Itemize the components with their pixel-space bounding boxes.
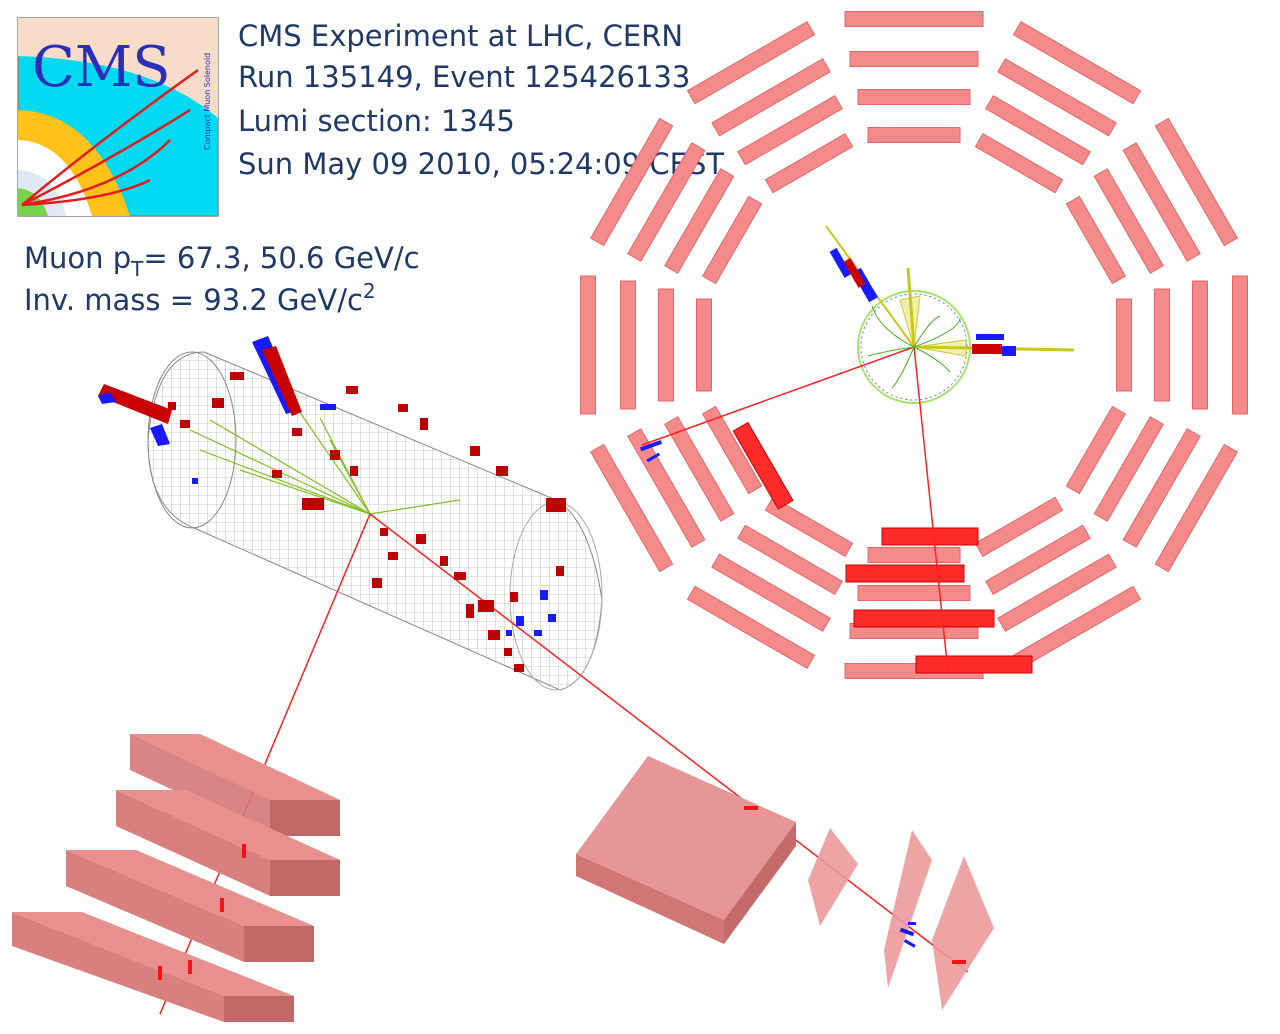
- muon-chamber: [658, 288, 674, 402]
- muon-chamber: [764, 496, 854, 558]
- muon-chamber: [701, 405, 763, 495]
- muon-chamber: [844, 11, 984, 27]
- event-info-lumi: Lumi section: 1345: [238, 104, 515, 138]
- muon-chamber-hit: [845, 564, 965, 583]
- barrel-hit-chambers: [732, 421, 1033, 674]
- muon-chamber: [857, 585, 971, 601]
- muon-slab: [116, 790, 340, 896]
- muon-chamber: [589, 117, 674, 247]
- muon-chamber: [737, 95, 843, 166]
- muon-slab: [130, 734, 340, 836]
- physics-summary: Muon pT= 67.3, 50.6 GeV/c Inv. mass = 93…: [24, 241, 420, 317]
- muon-chamber: [867, 127, 961, 143]
- muon-chamber-hit: [732, 421, 794, 510]
- muon-chamber: [849, 51, 979, 67]
- muon-pt-line: Muon pT= 67.3, 50.6 GeV/c: [24, 241, 420, 281]
- muon-endcap-disk: [808, 828, 858, 926]
- muon-chamber: [974, 496, 1064, 558]
- muon-chamber: [737, 524, 843, 595]
- muon-chamber: [997, 553, 1117, 632]
- muon-chamber: [686, 20, 816, 105]
- muon-chamber: [580, 275, 596, 415]
- muon-chamber: [1065, 405, 1127, 495]
- muon-chamber: [711, 553, 831, 632]
- muon-chamber: [974, 132, 1064, 194]
- tracker-cylinder-3d: [98, 336, 969, 1015]
- muon-chamber: [620, 280, 636, 410]
- muon-chamber-hit: [881, 527, 979, 546]
- cms-logo-subtitle: Compact Muon Solenoid: [203, 53, 212, 150]
- cms-logo-text: CMS: [32, 35, 171, 100]
- muon-chamber: [1154, 288, 1170, 402]
- muon-chamber: [1065, 195, 1127, 285]
- muon-chamber: [1232, 275, 1248, 415]
- muon-chamber-hit: [853, 609, 995, 628]
- muon-chamber: [664, 416, 735, 522]
- muon-chamber: [997, 58, 1117, 137]
- muon-chamber: [1116, 298, 1132, 392]
- muon-chamber: [664, 168, 735, 274]
- muon-slab: [12, 912, 294, 1022]
- muon-chamber: [1093, 416, 1164, 522]
- muon-endcap-disk: [884, 830, 932, 988]
- muon-chamber: [627, 428, 706, 548]
- muon-chamber: [1122, 428, 1201, 548]
- muon-chamber: [1093, 168, 1164, 274]
- muon-chamber: [1154, 117, 1239, 247]
- muon-station-slabs: [12, 734, 994, 1022]
- barrel-muon-rings: [580, 11, 1248, 679]
- muon-endcap-block: [576, 756, 796, 944]
- transverse-tracker: [639, 225, 1075, 673]
- event-info-run: Run 135149, Event 125426133: [238, 60, 690, 94]
- muon-chamber: [1012, 20, 1142, 105]
- muon-chamber: [1154, 443, 1239, 573]
- event-info-experiment: CMS Experiment at LHC, CERN: [238, 19, 683, 53]
- muon-chamber: [711, 58, 831, 137]
- muon-chamber: [764, 132, 854, 194]
- muon-chamber: [686, 585, 816, 670]
- muon-chamber: [696, 298, 712, 392]
- muon-chamber-hit: [915, 655, 1033, 674]
- event-info: CMS Experiment at LHC, CERN Run 135149, …: [238, 19, 724, 181]
- muon-chamber: [985, 524, 1091, 595]
- muon-chamber: [1122, 142, 1201, 262]
- invariant-mass-line: Inv. mass = 93.2 GeV/c2: [24, 279, 376, 317]
- muon-chamber: [701, 195, 763, 285]
- muon-chamber: [867, 547, 961, 563]
- muon-chamber: [857, 89, 971, 105]
- muon-chamber: [589, 443, 674, 573]
- muon-chamber: [627, 142, 706, 262]
- muon-slab: [66, 850, 314, 962]
- muon-chamber: [985, 95, 1091, 166]
- cms-logo: CMS Compact Muon Solenoid: [17, 17, 219, 217]
- muon-endcap-disk: [932, 856, 994, 1010]
- muon-chamber: [1192, 280, 1208, 410]
